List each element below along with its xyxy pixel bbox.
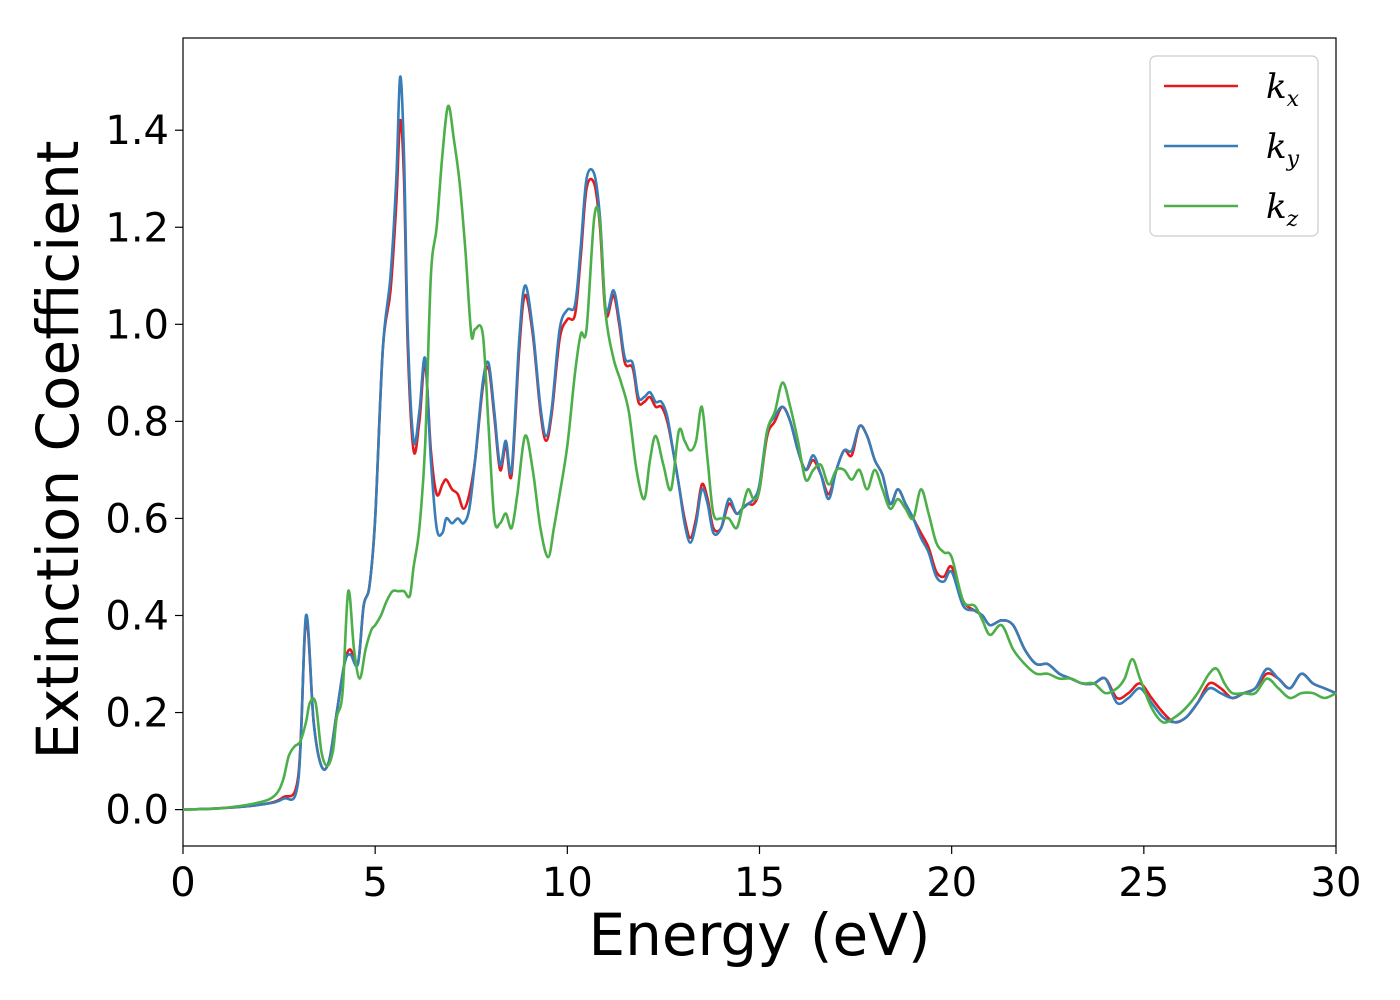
series-layer bbox=[182, 75, 1337, 811]
x-tick-label: 5 bbox=[362, 860, 387, 906]
x-tick-label: 0 bbox=[170, 860, 195, 906]
x-axis-ticks: 0 5 10 15 20 25 30 bbox=[170, 846, 1361, 906]
y-tick-label: 0.6 bbox=[105, 496, 169, 542]
y-tick-label: 1.0 bbox=[105, 302, 169, 348]
legend-label: ky bbox=[1266, 127, 1300, 172]
legend-label: kz bbox=[1266, 187, 1299, 232]
series-line-k-y bbox=[182, 75, 1337, 811]
x-tick-label: 10 bbox=[542, 860, 593, 906]
y-tick-label: 0.2 bbox=[105, 691, 169, 737]
legend-label: kx bbox=[1266, 67, 1300, 112]
y-tick-label: 0.8 bbox=[105, 399, 169, 445]
x-tick-label: 15 bbox=[734, 860, 785, 906]
x-tick-label: 25 bbox=[1118, 860, 1169, 906]
y-tick-label: 1.2 bbox=[105, 205, 169, 251]
x-tick-label: 20 bbox=[926, 860, 977, 906]
y-axis-title: Extinction Coefficient bbox=[24, 141, 92, 760]
y-tick-label: 0.0 bbox=[105, 788, 169, 834]
legend: kx ky kz bbox=[1149, 55, 1319, 237]
x-axis-title: Energy (eV) bbox=[588, 901, 930, 969]
y-tick-label: 1.4 bbox=[105, 108, 169, 154]
x-tick-label: 30 bbox=[1311, 860, 1362, 906]
y-tick-label: 0.4 bbox=[105, 593, 169, 639]
series-line-k-z bbox=[182, 104, 1337, 811]
y-axis-ticks: 0.0 0.2 0.4 0.6 0.8 1.0 1.2 1.4 bbox=[105, 108, 183, 834]
